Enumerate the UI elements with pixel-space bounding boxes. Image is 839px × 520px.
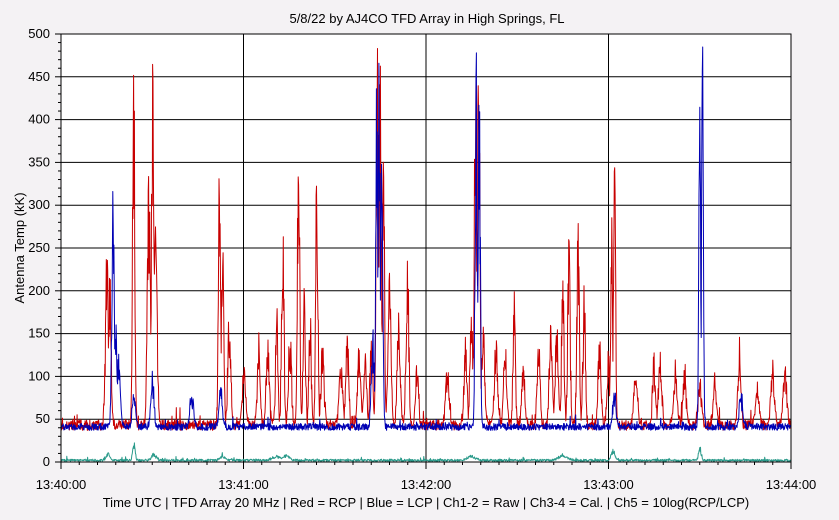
y-tick-label: 50 — [36, 411, 50, 426]
y-tick-label: 200 — [28, 283, 50, 298]
series-line — [60, 442, 792, 462]
series-layer — [60, 46, 792, 462]
plot-frame — [60, 33, 792, 463]
y-tick-label: 500 — [28, 26, 50, 41]
x-tick-label: 13:43:00 — [583, 477, 634, 492]
y-tick-label: 450 — [28, 69, 50, 84]
y-tick-label: 150 — [28, 326, 50, 341]
x-tick-label: 13:41:00 — [218, 477, 269, 492]
x-tick-label: 13:40:00 — [36, 477, 87, 492]
x-axis-label: Time UTC | TFD Array 20 MHz | Red = RCP … — [103, 495, 750, 510]
y-tick-label: 300 — [28, 197, 50, 212]
y-tick-label: 0 — [43, 454, 50, 469]
y-tick-label: 250 — [28, 240, 50, 255]
axis-layer: 0 50 100 150 200 250 300 350 400 450 500 13:40:00 13… — [28, 26, 816, 492]
chart-title: 5/8/22 by AJ4CO TFD Array in High Spring… — [289, 11, 564, 26]
series-line — [60, 46, 792, 431]
grid-lines — [61, 34, 791, 462]
y-axis-label: Antenna Temp (kK) — [12, 192, 27, 303]
y-tick-label: 350 — [28, 154, 50, 169]
x-tick-label: 13:42:00 — [401, 477, 452, 492]
x-tick-label: 13:44:00 — [766, 477, 817, 492]
y-tick-label: 100 — [28, 368, 50, 383]
y-tick-label: 400 — [28, 112, 50, 127]
